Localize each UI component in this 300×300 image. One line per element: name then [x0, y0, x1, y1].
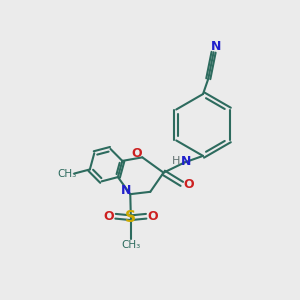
- Text: CH₃: CH₃: [58, 169, 77, 179]
- Text: N: N: [121, 184, 131, 197]
- Text: O: O: [132, 147, 142, 160]
- Text: H: H: [172, 156, 181, 166]
- Text: CH₃: CH₃: [121, 240, 140, 250]
- Text: O: O: [147, 210, 158, 223]
- Text: S: S: [125, 210, 136, 225]
- Text: N: N: [211, 40, 221, 53]
- Text: O: O: [104, 210, 114, 223]
- Text: O: O: [183, 178, 194, 191]
- Text: N: N: [181, 155, 191, 168]
